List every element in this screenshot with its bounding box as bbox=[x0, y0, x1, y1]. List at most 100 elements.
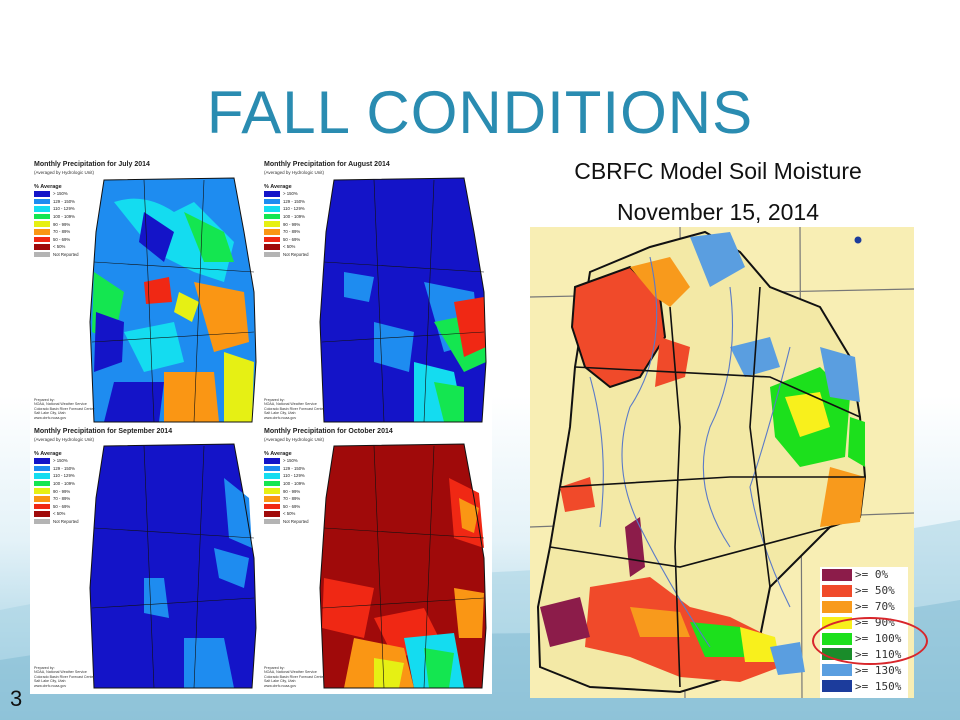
credit-october: Prepared by: NOAA, National Weather Serv… bbox=[264, 666, 344, 688]
credit-line: Colorado Basin River Forecast Center bbox=[264, 674, 325, 679]
legend-swatch bbox=[34, 480, 50, 487]
slide-title: FALL CONDITIONS bbox=[206, 79, 754, 146]
soil-legend-swatch bbox=[822, 600, 852, 613]
legend-label: 50 - 69% bbox=[53, 236, 71, 242]
credit-line: NOAA, National Weather Service bbox=[264, 670, 317, 675]
legend-swatch bbox=[34, 518, 50, 525]
soil-moisture-subtitle: CBRFC Model Soil Moisture bbox=[574, 158, 862, 184]
legend-swatch bbox=[34, 228, 50, 235]
legend-swatch bbox=[34, 495, 50, 502]
legend-swatch bbox=[34, 191, 50, 197]
legend-swatch bbox=[34, 221, 50, 227]
soil-moisture-date: November 15, 2014 bbox=[616, 199, 819, 225]
credit-line: Prepared by: bbox=[264, 666, 285, 670]
legend-swatch bbox=[34, 473, 50, 479]
legend-swatch bbox=[264, 191, 280, 197]
legend-label: 90 - 99% bbox=[53, 221, 71, 227]
credit-july: Prepared by: NOAA, National Weather Serv… bbox=[34, 398, 114, 420]
panel-subtitle-september: (Averaged by Hydrologic Unit) bbox=[34, 437, 94, 442]
legend-swatch bbox=[264, 458, 280, 464]
precip-legend-september: % Average > 150% 129 - 150% 110 - 129% 1… bbox=[34, 451, 104, 525]
soil-legend-swatch bbox=[822, 584, 852, 597]
legend-label: > 150% bbox=[283, 191, 298, 197]
legend-label: < 50% bbox=[283, 511, 296, 517]
legend-label: 90 - 99% bbox=[283, 221, 301, 227]
precip-map-august bbox=[319, 177, 487, 423]
legend-swatch bbox=[264, 488, 280, 494]
credit-line: NOAA, National Weather Service bbox=[34, 402, 87, 407]
legend-label: 110 - 129% bbox=[53, 473, 75, 479]
legend-swatch bbox=[34, 251, 50, 258]
legend-swatch bbox=[34, 206, 50, 212]
legend-swatch bbox=[34, 503, 50, 510]
legend-label: 100 - 109% bbox=[53, 481, 75, 487]
legend-label: > 150% bbox=[53, 191, 68, 197]
credit-line: Prepared by: bbox=[264, 398, 285, 402]
credit-line: www.cbrfc.noaa.gov bbox=[264, 415, 297, 420]
soil-legend-swatch bbox=[822, 568, 852, 581]
credit-line: Colorado Basin River Forecast Center bbox=[34, 406, 95, 411]
highlight-ellipse bbox=[812, 617, 928, 665]
legend-label: 70 - 89% bbox=[53, 229, 71, 235]
precip-map-october bbox=[319, 443, 487, 689]
soil-legend-label: >= 50% bbox=[855, 584, 895, 598]
legend-label: 110 - 129% bbox=[283, 473, 305, 479]
slide-number: 3 bbox=[10, 686, 23, 711]
soil-legend-swatch bbox=[822, 680, 852, 693]
precip-legend-july: % Average > 150% 129 - 150% 110 - 129% 1… bbox=[34, 184, 104, 258]
legend-swatch bbox=[34, 488, 50, 494]
credit-line: Salt Lake City, Utah bbox=[34, 679, 66, 684]
soil-moisture-map-graphic bbox=[530, 227, 914, 698]
precip-map-september bbox=[89, 443, 257, 689]
panel-title-july: Monthly Precipitation for July 2014 bbox=[34, 161, 150, 168]
legend-swatch bbox=[264, 206, 280, 212]
precip-legend-title: % Average bbox=[264, 184, 292, 190]
legend-label: < 50% bbox=[53, 511, 66, 517]
credit-line: Colorado Basin River Forecast Center bbox=[34, 674, 95, 679]
legend-swatch bbox=[264, 473, 280, 479]
legend-label: Not Reported bbox=[53, 252, 79, 258]
credit-line: Prepared by: bbox=[34, 398, 55, 402]
soil-legend-label: >= 150% bbox=[855, 679, 902, 693]
precip-map-july bbox=[89, 177, 257, 423]
legend-label: 129 - 150% bbox=[283, 198, 305, 204]
credit-august: Prepared by: NOAA, National Weather Serv… bbox=[264, 398, 344, 420]
soil-legend-label: >= 70% bbox=[855, 600, 895, 614]
legend-swatch bbox=[34, 213, 50, 220]
legend-swatch bbox=[264, 221, 280, 227]
legend-label: 90 - 99% bbox=[53, 488, 71, 494]
precip-legend-title: % Average bbox=[34, 184, 62, 190]
legend-swatch bbox=[34, 244, 50, 250]
credit-line: Colorado Basin River Forecast Center bbox=[264, 406, 325, 411]
soil-legend-label: >= 0% bbox=[855, 568, 889, 582]
legend-label: 70 - 89% bbox=[283, 229, 301, 235]
legend-label: 90 - 99% bbox=[283, 488, 301, 494]
panel-subtitle-october: (Averaged by Hydrologic Unit) bbox=[264, 437, 324, 442]
panel-subtitle-august: (Averaged by Hydrologic Unit) bbox=[264, 170, 324, 175]
credit-line: www.cbrfc.noaa.gov bbox=[34, 415, 67, 420]
legend-label: 110 - 129% bbox=[283, 206, 305, 212]
precipitation-panels: Monthly Precipitation for July 2014 (Ave… bbox=[30, 158, 492, 694]
legend-label: Not Reported bbox=[283, 519, 309, 525]
credit-line: www.cbrfc.noaa.gov bbox=[264, 683, 297, 688]
legend-label: > 150% bbox=[283, 458, 298, 464]
legend-label: 70 - 89% bbox=[283, 496, 301, 502]
legend-label: < 50% bbox=[53, 244, 66, 250]
precip-legend-title: % Average bbox=[34, 451, 62, 457]
legend-swatch bbox=[264, 236, 280, 243]
legend-swatch bbox=[34, 458, 50, 464]
credit-line: Prepared by: bbox=[34, 666, 55, 670]
legend-label: 50 - 69% bbox=[283, 236, 301, 242]
legend-label: < 50% bbox=[283, 244, 296, 250]
legend-label: 50 - 69% bbox=[53, 503, 71, 509]
credit-line: Salt Lake City, Utah bbox=[34, 411, 66, 416]
legend-swatch bbox=[264, 251, 280, 258]
legend-swatch bbox=[264, 518, 280, 525]
legend-label: 129 - 150% bbox=[53, 465, 75, 471]
legend-swatch bbox=[264, 503, 280, 510]
legend-label: 100 - 109% bbox=[283, 214, 305, 220]
legend-swatch bbox=[264, 495, 280, 502]
soil-legend-swatch bbox=[822, 664, 852, 677]
credit-line: NOAA, National Weather Service bbox=[34, 670, 87, 675]
legend-label: Not Reported bbox=[283, 252, 309, 258]
